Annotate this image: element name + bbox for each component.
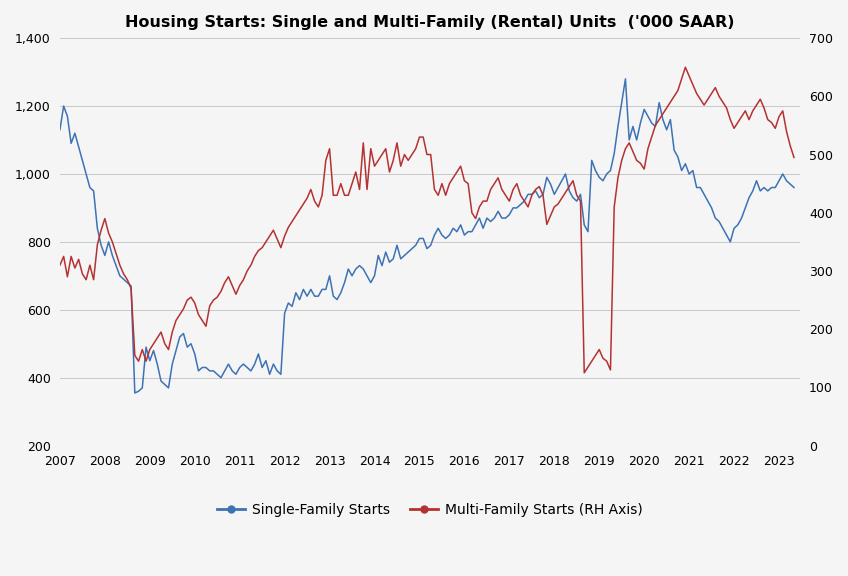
Legend: Single-Family Starts, Multi-Family Starts (RH Axis): Single-Family Starts, Multi-Family Start…	[211, 497, 649, 522]
Title: Housing Starts: Single and Multi-Family (Rental) Units  ('000 SAAR): Housing Starts: Single and Multi-Family …	[126, 15, 734, 30]
